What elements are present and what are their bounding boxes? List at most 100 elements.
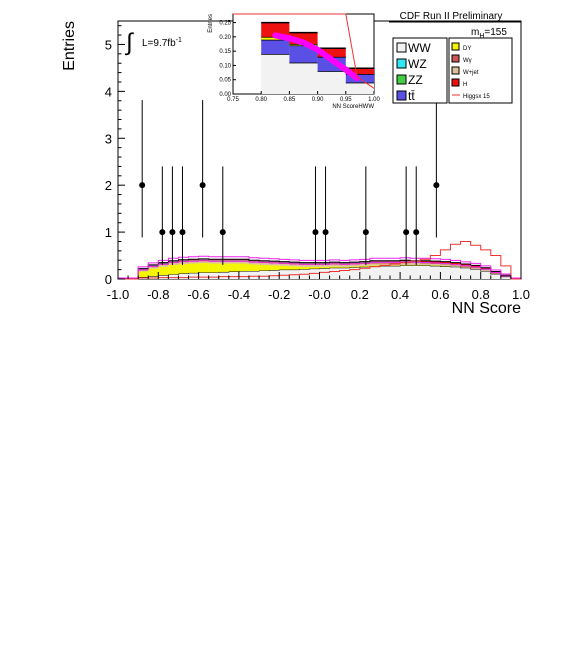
bar-WW-32	[450, 266, 461, 279]
legend-label: DY	[463, 46, 471, 52]
total-outline	[118, 258, 521, 280]
luminosity-label: L=9.7fb-1	[142, 37, 182, 49]
bar-DY-7	[198, 263, 209, 273]
legend-swatch	[451, 42, 460, 51]
bar-DY-9	[218, 263, 229, 272]
inset-x-tick-label: 0.95	[340, 97, 352, 103]
bar-W+jet-28	[410, 263, 421, 265]
bar-DY-3	[158, 266, 169, 276]
bar-H-34	[470, 265, 481, 267]
bar-DY-15	[279, 265, 290, 270]
inset-band-curve	[272, 32, 361, 82]
y-axis-label: Entries	[61, 21, 78, 71]
inset-x-tick-label: 0.75	[227, 97, 239, 103]
bar-WW-27	[400, 265, 411, 279]
bar-W+jet-7	[198, 261, 209, 264]
legend-label: ZZ	[408, 73, 423, 87]
bar-DY-23	[359, 265, 370, 267]
mass-label: mH=155	[471, 27, 507, 40]
x-tick-label: -0.4	[228, 287, 250, 302]
y-tick-label: 3	[105, 131, 112, 146]
bar-WW-11	[238, 271, 249, 279]
bar-W+jet-15	[279, 263, 290, 266]
data-point	[219, 166, 226, 265]
bar-WW-7	[198, 272, 209, 279]
bar-W+jet-30	[430, 263, 441, 266]
bar-DY-21	[339, 266, 350, 268]
inset-signal-line	[233, 13, 375, 89]
inset-bar	[261, 22, 290, 37]
bar-DY-10	[228, 263, 239, 272]
legend-label: WW	[408, 41, 431, 55]
bar-W+jet-32	[450, 265, 461, 267]
bar-WW-33	[460, 267, 471, 279]
inset-bar	[345, 82, 374, 94]
bar-WW-37	[500, 276, 511, 279]
bar-WW-12	[248, 271, 260, 279]
legend-swatch	[451, 54, 460, 63]
bar-H-30	[430, 261, 441, 263]
legend-label: tt̄	[408, 89, 415, 103]
bar-W+jet-5	[178, 262, 189, 264]
bar-W+jet-31	[440, 264, 451, 266]
x-axis-label: NN Score	[452, 300, 521, 317]
bar-H-29	[420, 260, 431, 263]
bar-H-35	[480, 267, 491, 270]
legend-label: Higgsx 15	[463, 94, 490, 100]
series-tt̄	[138, 259, 501, 273]
data-point	[159, 166, 166, 265]
bar-H-32	[450, 262, 461, 264]
bar-DY-17	[299, 266, 310, 270]
main-signal-line	[118, 240, 521, 280]
legend-label: H	[463, 82, 467, 88]
bar-Wγ-7	[198, 259, 209, 262]
bar-Wγ-32	[450, 264, 461, 266]
x-tick-label: 0.8	[472, 287, 490, 302]
data-point	[169, 166, 176, 265]
bar-W+jet-12	[248, 262, 260, 265]
inset-bar	[345, 68, 374, 74]
bar-WW-20	[329, 267, 340, 279]
bar-Wγ-33	[460, 265, 471, 267]
bar-DY-8	[208, 263, 219, 273]
bar-DY-20	[329, 266, 340, 268]
inset-y-tick-label: 0.10	[219, 63, 231, 69]
series-W+jet	[138, 261, 511, 277]
legend-swatch	[396, 90, 407, 101]
bar-W+jet-14	[269, 263, 280, 266]
bar-DY-14	[269, 265, 280, 271]
inset-x-tick-label: 1.00	[368, 97, 380, 103]
inset-y-tick-label: 0.25	[219, 21, 231, 27]
bar-WW-14	[269, 270, 280, 279]
data-point	[362, 166, 369, 265]
bar-W+jet-8	[208, 261, 219, 264]
bar-W+jet-23	[359, 263, 370, 266]
main-data-points	[139, 100, 440, 265]
bar-H-33	[460, 263, 471, 266]
y-tick-label: 1	[105, 225, 112, 240]
y-tick-label: 2	[105, 178, 112, 193]
legend-label: W+jet	[463, 70, 479, 76]
bar-WW-6	[188, 272, 199, 279]
bar-W+jet-25	[379, 263, 391, 266]
inset-bar	[289, 45, 318, 63]
data-point	[433, 100, 440, 238]
inset-uncertainty-band	[272, 32, 361, 82]
legend-swatch	[451, 78, 460, 87]
bar-DY-6	[188, 263, 199, 273]
inset-y-tick-label: 0.20	[219, 35, 231, 41]
legend-label: Wγ	[463, 58, 472, 64]
bar-W+jet-16	[289, 264, 300, 267]
bar-WW-29	[420, 265, 431, 279]
bar-DY-1	[138, 271, 149, 278]
legend-label: WZ	[408, 57, 427, 71]
bar-W+jet-21	[339, 264, 350, 267]
legend: WW WZ ZZ tt̄ DY Wγ W+jet H Higgsx 15	[392, 37, 513, 104]
bar-Wγ-34	[470, 267, 481, 269]
bar-DY-22	[349, 266, 360, 268]
bar-W+jet-19	[319, 264, 330, 267]
inset-axes: 0.75 0.80 0.85 0.90 0.95 1.00 0.00 0.05 0.10 0.15…	[219, 21, 380, 103]
y-tick-label: 5	[105, 37, 112, 52]
bar-W+jet-17	[299, 264, 310, 267]
